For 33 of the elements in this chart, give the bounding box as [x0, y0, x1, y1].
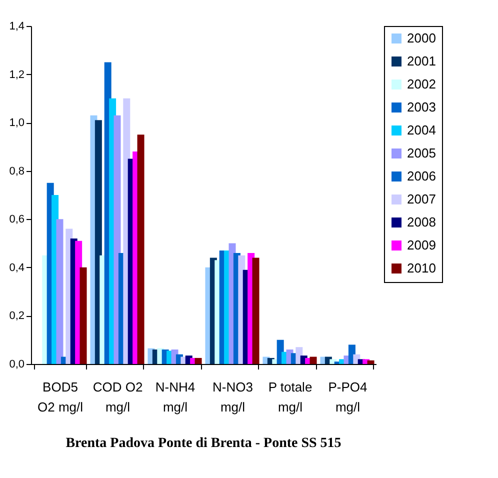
x-tick-label: P totale mg/l — [268, 380, 312, 414]
bar — [56, 219, 64, 364]
bar — [310, 356, 317, 364]
x-tick-label: N-NH4 mg/l — [155, 380, 196, 414]
y-tick-label: 0,0 — [9, 358, 24, 370]
legend-label: 2005 — [407, 146, 436, 160]
text: Brenta Padova Ponte di Brenta - Ponte SS 515 — [66, 436, 342, 451]
legend-label: 2010 — [407, 260, 436, 276]
x-tick-label: COD O2 mg/l — [92, 380, 143, 414]
bar — [137, 134, 144, 364]
x-tick-label: P-PO4 mg/l — [328, 380, 368, 414]
bar — [252, 258, 260, 364]
legend-label: 2000 — [407, 30, 436, 46]
y-tick-label: 1,2 — [9, 68, 24, 81]
x-tick-label: N-NO3 mg/l — [212, 380, 253, 414]
y-tick-label: 0,6 — [9, 214, 24, 226]
legend-label: 2009 — [407, 238, 436, 252]
legend-label: 2002 — [407, 76, 436, 92]
legend-label: 2008 — [407, 214, 436, 230]
bar — [194, 358, 202, 364]
y-tick-label: 0,8 — [9, 165, 24, 178]
legend-label: 2006 — [407, 168, 436, 184]
y-tick-label: 0,2 — [9, 310, 24, 322]
bar — [80, 267, 87, 364]
y-tick-label: 1,4 — [9, 20, 24, 32]
legend-label: 2004 — [407, 122, 436, 138]
legend-label: 2007 — [407, 192, 436, 206]
bar — [367, 360, 374, 364]
x-tick-label: BOD5 O2 mg/l — [37, 380, 84, 414]
legend-label: 2003 — [407, 100, 436, 114]
y-tick-label: 1,0 — [9, 117, 24, 130]
legend-label: 2001 — [407, 54, 436, 68]
y-tick-label: 0,4 — [9, 262, 24, 274]
